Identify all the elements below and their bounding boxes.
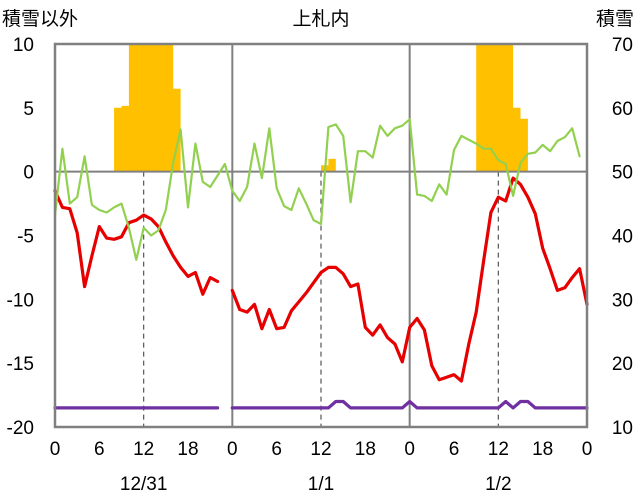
- left-axis-title: 積雪以外: [2, 8, 78, 30]
- right-tick-label: 20: [612, 354, 633, 375]
- right-tick-label: 10: [612, 418, 633, 439]
- x-tick-label: 0: [582, 439, 593, 460]
- x-tick-label: 6: [94, 439, 105, 460]
- series-line: [230, 176, 589, 383]
- left-tick-label: -10: [7, 290, 34, 311]
- series-line: [53, 189, 220, 296]
- plot-frame-layer: [53, 42, 589, 429]
- right-tick-label: 60: [612, 99, 633, 120]
- x-tick-label: 12: [488, 439, 509, 460]
- left-tick-label: 10: [13, 35, 34, 56]
- snow-depth-area-layer: [114, 44, 528, 172]
- left-tick-label: -5: [17, 227, 34, 248]
- snow-depth-area: [114, 44, 528, 172]
- left-tick-label: 5: [23, 99, 34, 120]
- x-tick-label: 12: [133, 439, 154, 460]
- right-tick-label: 70: [612, 35, 633, 56]
- x-tick-label: 0: [404, 439, 415, 460]
- plot-frame: [53, 42, 589, 429]
- right-tick-label: 30: [612, 290, 633, 311]
- x-tick-label: 6: [449, 439, 460, 460]
- x-tick-label: 0: [227, 439, 238, 460]
- chart-title: 上札内: [292, 8, 349, 30]
- x-tick-label: 18: [355, 439, 376, 460]
- right-axis-title: 積雪: [596, 8, 634, 30]
- left-tick-label: 0: [23, 163, 34, 184]
- x-tick-label: 6: [271, 439, 282, 460]
- x-tick-label: 18: [177, 439, 198, 460]
- left-tick-label: -15: [7, 354, 34, 375]
- series-lines-layer: [53, 118, 589, 410]
- right-tick-label: 50: [612, 163, 633, 184]
- date-label: 12/31: [120, 474, 168, 495]
- grid-layer: [55, 44, 587, 427]
- x-tick-label: 12: [310, 439, 331, 460]
- x-tick-label: 0: [50, 439, 61, 460]
- series-line: [53, 118, 581, 261]
- left-tick-label: -20: [7, 418, 34, 439]
- series-line: [230, 399, 589, 410]
- x-tick-label: 18: [532, 439, 553, 460]
- date-label: 1/2: [485, 474, 511, 495]
- date-label: 1/1: [308, 474, 334, 495]
- right-tick-label: 40: [612, 227, 633, 248]
